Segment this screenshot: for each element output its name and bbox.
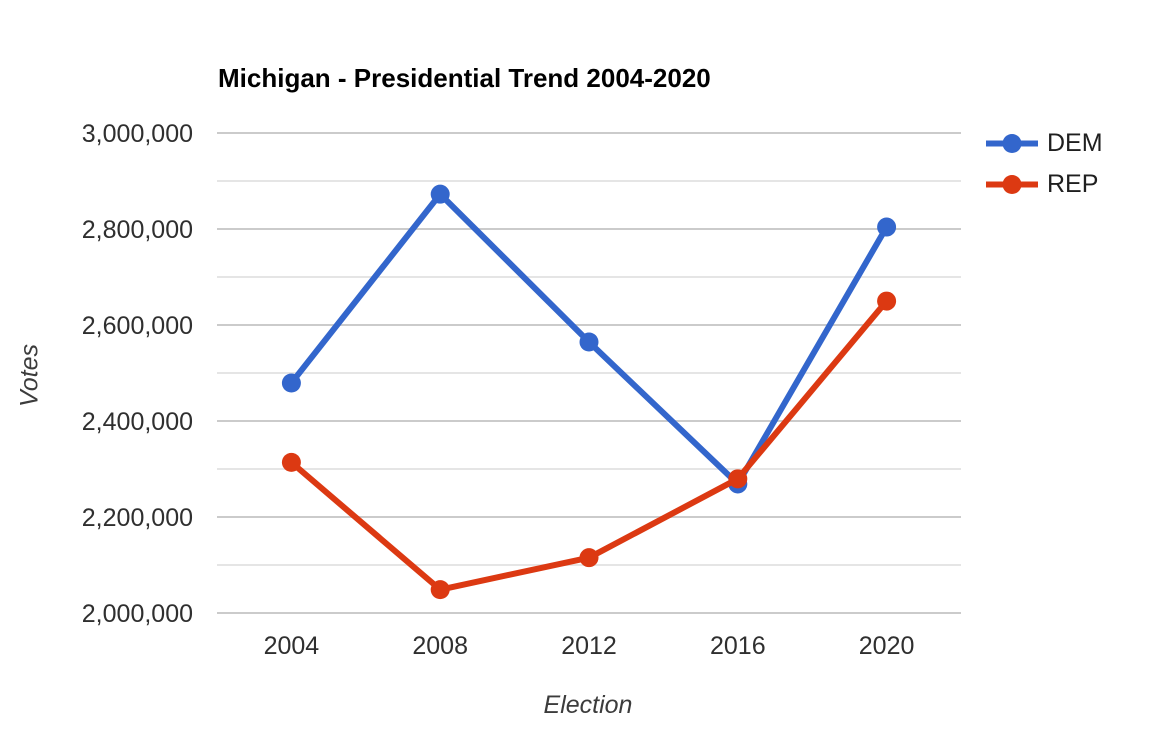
legend-marker-dem-icon xyxy=(986,134,1038,153)
data-point-rep-2020[interactable] xyxy=(877,291,897,311)
data-point-dem-2020[interactable] xyxy=(877,217,897,237)
legend-item-rep: REP xyxy=(985,164,1103,205)
legend-label-rep: REP xyxy=(1047,170,1099,198)
y-tick-label: 2,400,000 xyxy=(82,408,193,436)
data-point-dem-2004[interactable] xyxy=(281,373,301,393)
chart-title: Michigan - Presidential Trend 2004-2020 xyxy=(218,63,711,93)
x-tick-label: 2016 xyxy=(710,632,766,660)
data-point-dem-2008[interactable] xyxy=(430,184,450,204)
x-tick-label: 2008 xyxy=(412,632,468,660)
y-tick-label: 2,800,000 xyxy=(82,216,193,244)
legend-item-dem: DEM xyxy=(985,123,1103,164)
y-tick-label: 2,600,000 xyxy=(82,312,193,340)
y-tick-label: 2,000,000 xyxy=(82,600,193,628)
data-point-rep-2004[interactable] xyxy=(281,452,301,472)
x-tick-label: 2020 xyxy=(859,632,915,660)
y-tick-label: 2,200,000 xyxy=(82,504,193,532)
y-axis-title: Votes xyxy=(15,344,44,408)
x-tick-label: 2004 xyxy=(264,632,320,660)
data-point-rep-2012[interactable] xyxy=(579,548,599,568)
data-point-rep-2008[interactable] xyxy=(430,580,450,600)
legend-marker-rep-icon xyxy=(986,175,1038,194)
legend-label-dem: DEM xyxy=(1047,129,1103,157)
data-point-dem-2012[interactable] xyxy=(579,332,599,352)
y-tick-label: 3,000,000 xyxy=(82,120,193,148)
x-axis-title: Election xyxy=(543,691,633,719)
legend: DEM REP xyxy=(985,123,1103,205)
x-tick-label: 2012 xyxy=(561,632,617,660)
data-point-rep-2016[interactable] xyxy=(728,469,748,489)
